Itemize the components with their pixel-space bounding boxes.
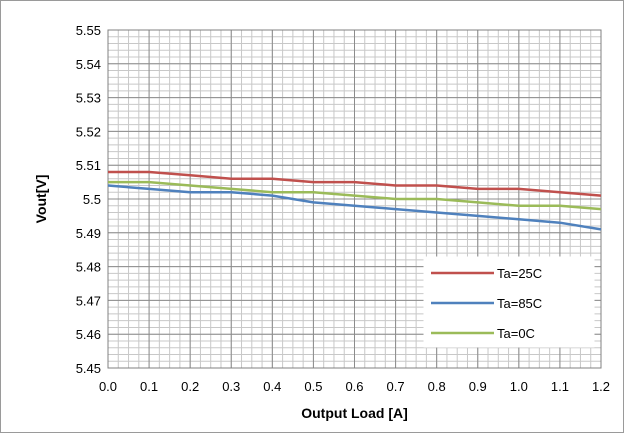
y-tick-label: 5.55 — [76, 23, 101, 38]
y-axis-title: Vout[V] — [33, 175, 49, 224]
y-tick-label: 5.52 — [76, 124, 101, 139]
x-tick-label: 0.6 — [345, 379, 363, 394]
legend-label: Ta=85C — [497, 296, 542, 311]
x-tick-label: 0.1 — [140, 379, 158, 394]
legend-label: Ta=25C — [497, 266, 542, 281]
y-tick-label: 5.49 — [76, 226, 101, 241]
y-tick-label: 5.51 — [76, 158, 101, 173]
plot-area — [107, 29, 602, 369]
x-tick-label: 0.9 — [469, 379, 487, 394]
x-tick-label: 1.0 — [510, 379, 528, 394]
series-line-ta-0c — [108, 180, 602, 211]
x-tick-label: 1.2 — [592, 379, 610, 394]
x-tick-label: 1.1 — [551, 379, 569, 394]
y-tick-label: 5.47 — [76, 293, 101, 308]
y-tick-label: 5.45 — [76, 361, 101, 376]
y-tick-label: 5.54 — [76, 57, 101, 72]
x-tick-label: 0.4 — [263, 379, 281, 394]
y-tick-label: 5.5 — [83, 192, 101, 207]
x-tick-label: 0.5 — [304, 379, 322, 394]
y-tick-label: 5.53 — [76, 91, 101, 106]
series-line-ta-25c — [108, 170, 602, 197]
y-tick-label: 5.48 — [76, 260, 101, 275]
legend: Ta=25C Ta=85C Ta=0C — [423, 256, 595, 348]
x-tick-label: 0.7 — [387, 379, 405, 394]
x-tick-label: 0.8 — [428, 379, 446, 394]
x-tick-label: 0.0 — [99, 379, 117, 394]
y-tick-label: 5.46 — [76, 327, 101, 342]
series-layer — [107, 170, 602, 231]
x-tick-labels: 0.0 0.1 0.2 0.3 0.4 0.5 0.6 0.7 0.8 0.9 1.0 1.1 1.2 — [99, 379, 610, 394]
y-tick-labels: 5.55 5.54 5.53 5.52 5.51 5.5 5.49 5.48 5.47 5.46 5… — [76, 23, 101, 376]
x-tick-label: 0.3 — [222, 379, 240, 394]
legend-label: Ta=0C — [497, 326, 535, 341]
x-axis-title: Output Load [A] — [301, 405, 408, 421]
series-line-ta-85c — [107, 184, 602, 231]
x-tick-label: 0.2 — [181, 379, 199, 394]
